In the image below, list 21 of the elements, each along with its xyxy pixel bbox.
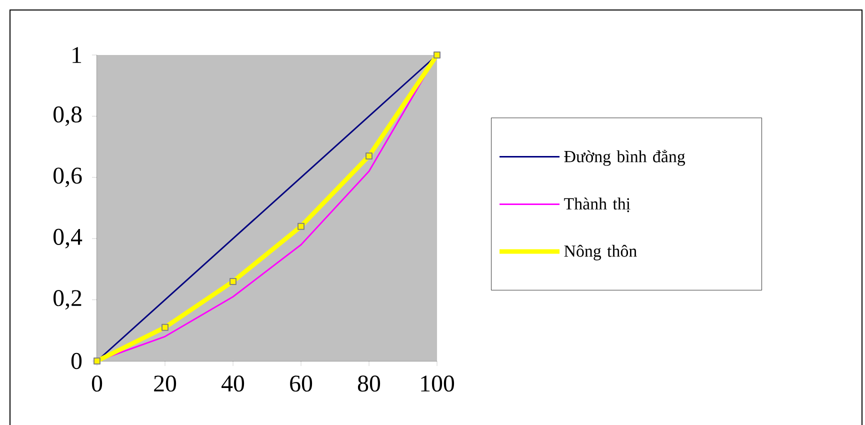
x-tick-label: 20 [154,376,176,392]
x-tick-label: 80 [358,376,380,392]
point [434,51,441,58]
legend-label: Đường bình đẳng [564,150,686,166]
point [94,358,101,364]
x-tick-label: 60 [290,376,312,392]
x-tick-label: 100 [421,376,454,392]
y-tick-label: 0,8 [54,106,82,126]
legend-label: Nông thôn [564,244,637,260]
point [366,152,373,160]
y-tick-label: 0,4 [54,228,82,248]
point [298,222,305,230]
point [162,324,169,331]
x-tick-label: 40 [222,376,244,392]
x-tick-label: 0 [92,376,102,392]
y-tick-label: 1 [72,47,82,63]
point [230,278,237,285]
y-tick-label: 0,6 [54,168,82,188]
y-tick-label: 0 [71,352,82,370]
legend-label: Thành thị [564,198,630,212]
y-tick-label: 0,2 [54,290,82,310]
